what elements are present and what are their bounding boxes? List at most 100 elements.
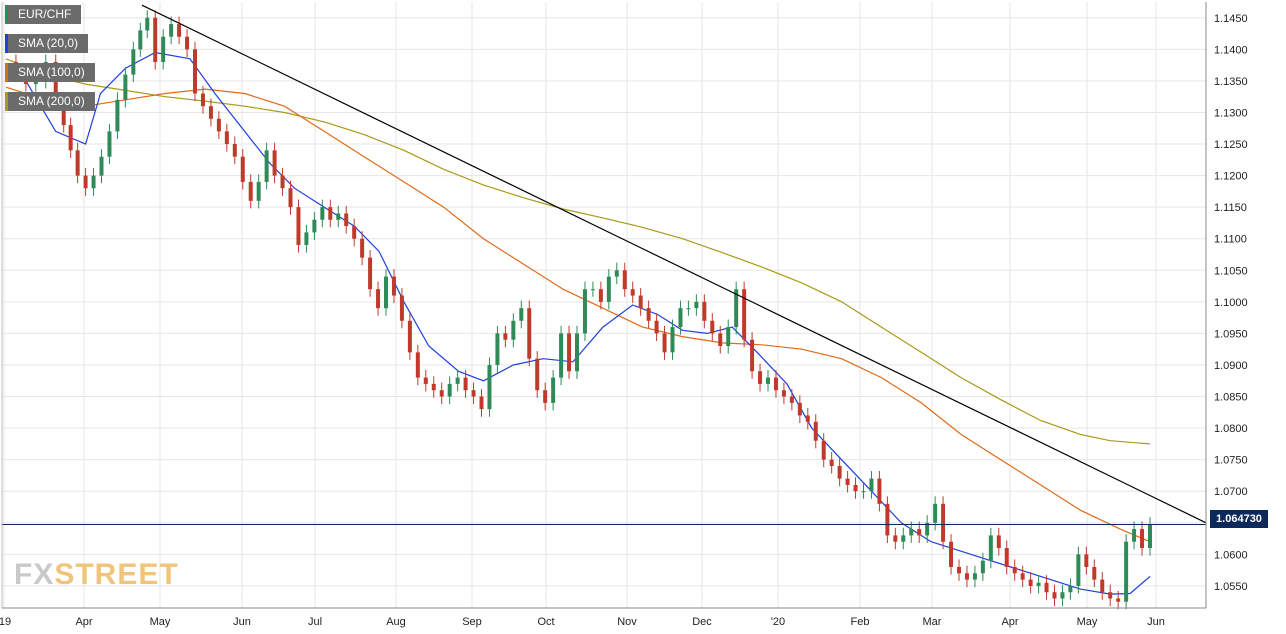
- y-tick-label: 1.1250: [1214, 139, 1248, 151]
- candles: [13, 10, 1152, 610]
- candle-body: [304, 232, 309, 246]
- fxstreet-logo: FXSTREET: [14, 558, 179, 591]
- candle-body: [177, 24, 182, 37]
- y-tick-label: 1.1400: [1214, 44, 1248, 56]
- candle-body: [208, 106, 213, 119]
- candle-body: [471, 390, 476, 397]
- candle-body: [646, 308, 651, 321]
- candle-body: [123, 74, 128, 100]
- legend-sma20[interactable]: SMA (20,0): [5, 34, 89, 53]
- candle-body: [83, 175, 88, 189]
- legend-sma100[interactable]: SMA (100,0): [5, 63, 95, 82]
- y-tick-label: 1.1350: [1214, 76, 1248, 88]
- candle-body: [391, 276, 396, 296]
- x-tick-label: Jul: [308, 616, 322, 628]
- candle-body: [503, 333, 508, 340]
- candle-body: [99, 156, 104, 176]
- candle-body: [495, 333, 500, 365]
- x-tick-label: Mar: [923, 616, 942, 628]
- candle-body: [33, 80, 38, 85]
- candle-body: [941, 503, 946, 542]
- y-tick-label: 1.1150: [1214, 202, 1247, 214]
- candle-body: [336, 213, 341, 220]
- candle-body: [972, 573, 977, 580]
- candle-body: [797, 402, 802, 416]
- candle-body: [1020, 573, 1025, 580]
- candle-body: [543, 390, 548, 403]
- candle-body: [837, 465, 842, 479]
- candle-body: [710, 320, 715, 334]
- trendline: [141, 4, 1207, 524]
- candle-body: [447, 383, 452, 397]
- sma-lines: [5, 51, 1151, 595]
- candle-body: [622, 270, 627, 290]
- candle-body: [901, 535, 906, 542]
- candle-body: [988, 535, 993, 561]
- legend-symbol[interactable]: EUR/CHF: [5, 5, 82, 24]
- candle-body: [1116, 598, 1121, 602]
- candle-body: [933, 503, 938, 523]
- candle-body: [161, 36, 166, 62]
- candle-body: [107, 131, 112, 157]
- candle-body: [853, 484, 858, 492]
- candle-body: [1132, 529, 1137, 542]
- candle-body: [240, 156, 245, 182]
- x-tick-label: May: [1077, 616, 1098, 628]
- x-tick-label: '20: [771, 616, 785, 628]
- candle-body: [399, 295, 404, 321]
- candle-body: [1004, 548, 1009, 567]
- candle-body: [829, 459, 834, 466]
- candle-body: [734, 289, 739, 328]
- y-tick-label: 1.0950: [1214, 328, 1248, 340]
- candle-body: [766, 377, 771, 384]
- candle-body: [1076, 554, 1081, 586]
- candle-body: [638, 295, 643, 309]
- candle-body: [813, 421, 818, 441]
- sma200-line: [5, 58, 1151, 445]
- candle-body: [598, 289, 603, 302]
- candle-body: [145, 17, 150, 31]
- y-tick-label: 1.0700: [1214, 486, 1248, 498]
- legend-sma200[interactable]: SMA (200,0): [5, 92, 95, 111]
- candle-body: [1052, 592, 1057, 599]
- candle-body: [248, 181, 253, 201]
- candle-body: [1028, 579, 1033, 586]
- candle-body: [551, 377, 556, 403]
- candle-body: [893, 535, 898, 542]
- candle-body: [559, 333, 564, 378]
- candle-body: [1068, 585, 1073, 593]
- sma20-line: [5, 51, 1151, 595]
- candle-body: [590, 289, 595, 291]
- candle-body: [980, 560, 985, 574]
- candle-body: [423, 377, 428, 384]
- candle-body: [487, 364, 492, 410]
- candle-body: [169, 24, 174, 37]
- candle-body: [535, 358, 540, 391]
- candle-body: [280, 175, 285, 189]
- y-tick-label: 1.1300: [1214, 107, 1248, 119]
- candle-body: [61, 99, 66, 126]
- candle-body: [726, 327, 731, 347]
- candle-body: [256, 181, 261, 201]
- x-tick-label: Dec: [692, 616, 712, 628]
- y-tick-label: 1.0550: [1214, 581, 1248, 593]
- candle-body: [996, 535, 1001, 549]
- y-tick-label: 1.0800: [1214, 423, 1248, 435]
- candle-body: [821, 440, 826, 460]
- candle-body: [964, 573, 969, 580]
- x-tick-label: Jun: [1147, 616, 1165, 628]
- candle-body: [845, 478, 850, 485]
- candle-body: [1060, 592, 1065, 599]
- candle-body: [131, 49, 136, 75]
- candle-body: [216, 118, 221, 132]
- candle-body: [917, 529, 922, 536]
- candle-body: [527, 308, 532, 359]
- candle-body: [455, 377, 460, 384]
- candle-body: [200, 93, 205, 107]
- candle-body: [272, 150, 277, 176]
- candle-body: [678, 308, 683, 328]
- candle-body: [232, 144, 237, 157]
- candle-body: [662, 333, 667, 353]
- x-tick-label: Oct: [537, 616, 554, 628]
